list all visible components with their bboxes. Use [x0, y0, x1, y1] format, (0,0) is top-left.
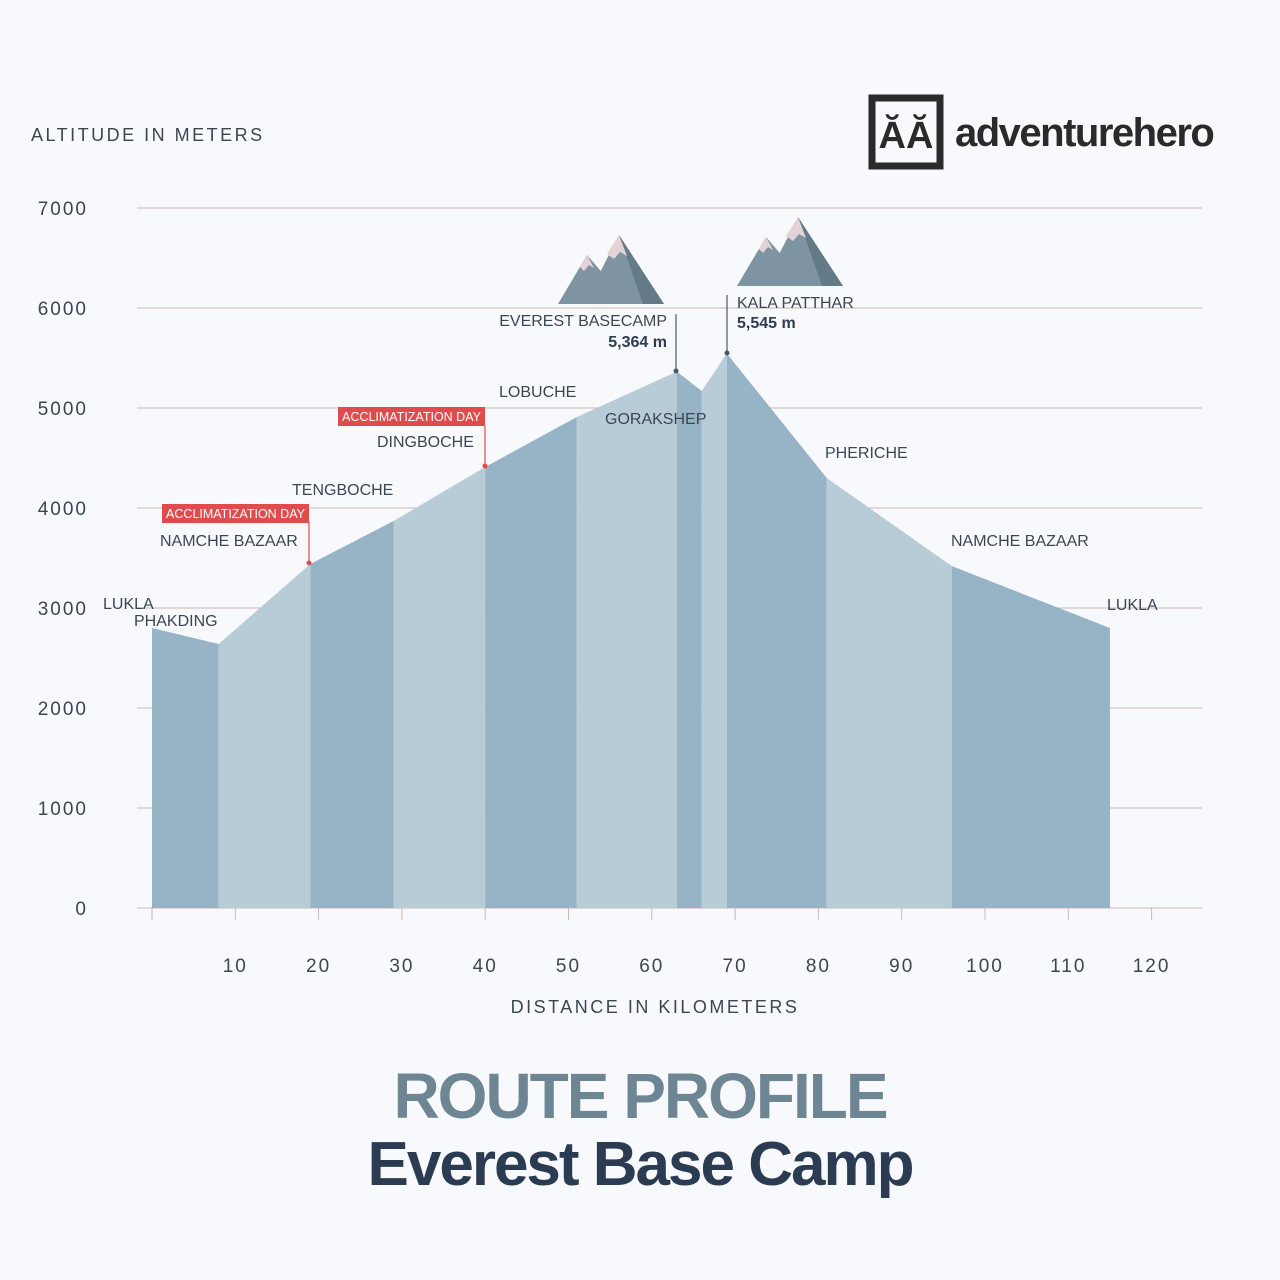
x-tick-110: 110 — [1050, 956, 1086, 977]
profile-segment-6 — [576, 371, 677, 909]
mountain-icon-basecamp-big-snow — [607, 235, 627, 259]
y-tick-0: 0 — [75, 899, 88, 920]
x-tick-20: 20 — [306, 956, 331, 977]
profile-segment-9 — [726, 353, 827, 908]
profile-segment-7 — [676, 371, 702, 909]
x-tick-90: 90 — [889, 956, 914, 977]
page-subtitle: Everest Base Camp — [367, 1130, 915, 1199]
stop-7-label: EVEREST BASECAMP — [499, 313, 667, 330]
y-axis-title: ALTITUDE IN METERS — [31, 125, 265, 145]
stop-11-label: NAMCHE BAZAAR — [951, 533, 1089, 550]
profile-segment-2 — [218, 564, 311, 908]
mountain-icon-basecamp-big-shadow — [619, 235, 664, 304]
y-tick-labels: 0 1000 2000 3000 4000 5000 6000 7000 — [38, 199, 88, 920]
profile-segment-10 — [826, 478, 952, 908]
profile-segment-8 — [701, 353, 727, 908]
peak-icons — [558, 217, 843, 304]
x-tick-100: 100 — [966, 956, 1004, 977]
profile-segment-3 — [310, 521, 394, 908]
stop-5-marker — [482, 463, 488, 469]
y-tick-4000: 4000 — [38, 499, 88, 520]
profile-segment-4 — [393, 467, 486, 908]
x-tick-70: 70 — [723, 956, 748, 977]
stop-9-value: 5,545 m — [737, 315, 796, 332]
x-tick-50: 50 — [556, 956, 581, 977]
x-tick-80: 80 — [806, 956, 831, 977]
stop-5-badge-text: ACCLIMATIZATION DAY — [342, 410, 482, 424]
y-tick-3000: 3000 — [38, 599, 88, 620]
profile-segment-11 — [951, 566, 1110, 908]
stop-7-marker — [673, 368, 679, 374]
stop-4-label: TENGBOCHE — [292, 482, 393, 499]
logo-box — [868, 94, 944, 170]
stop-1-label: LUKLA — [103, 596, 154, 613]
x-tick-10: 10 — [223, 956, 248, 977]
mountain-icon-kala-patthar-small-snow — [759, 237, 773, 253]
stop-5-badge — [338, 407, 485, 426]
y-tick-6000: 6000 — [38, 299, 88, 320]
label-leaders — [306, 295, 730, 566]
x-tick-labels: 10 20 30 40 50 60 70 80 90 100 110 120 — [223, 956, 1171, 977]
stop-9-marker — [724, 350, 730, 356]
x-tick-30: 30 — [389, 956, 414, 977]
brand-logo: ĂĂ adventurehero — [868, 94, 1215, 170]
mountain-icon-kala-patthar — [737, 217, 843, 286]
stop-5-label: DINGBOCHE — [377, 434, 474, 451]
stop-9-label: KALA PATTHAR — [737, 295, 854, 312]
y-tick-7000: 7000 — [38, 199, 88, 220]
mountain-icon-basecamp-small-snow — [580, 255, 594, 271]
stop-10-label: PHERICHE — [825, 445, 908, 462]
profile-segment-5 — [485, 417, 577, 908]
stop-3-marker — [306, 560, 312, 566]
page-title: ROUTE PROFILE — [393, 1060, 888, 1132]
stop-3-badge-text: ACCLIMATIZATION DAY — [166, 507, 306, 521]
logo-mark: ĂĂ — [879, 113, 934, 157]
stop-7-value: 5,364 m — [608, 334, 667, 351]
y-tick-1000: 1000 — [38, 799, 88, 820]
stop-6-label: LOBUCHE — [499, 384, 576, 401]
profile-segment-1 — [152, 628, 219, 908]
stop-3-label: NAMCHE BAZAAR — [160, 533, 298, 550]
stop-3-badge — [162, 504, 309, 523]
x-axis-title: DISTANCE IN KILOMETERS — [511, 997, 800, 1017]
brand-name: adventurehero — [955, 111, 1213, 155]
x-tick-40: 40 — [473, 956, 498, 977]
stop-8-label: GORAKSHEP — [605, 411, 706, 428]
stop-2-label: PHAKDING — [134, 613, 218, 630]
stop-12-label: LUKLA — [1107, 597, 1158, 614]
x-tick-60: 60 — [639, 956, 664, 977]
mountain-icon-basecamp — [558, 235, 664, 304]
mountain-icon-kala-patthar-big-snow — [786, 217, 806, 241]
mountain-icon-kala-patthar-big-shadow — [798, 217, 843, 286]
y-tick-2000: 2000 — [38, 699, 88, 720]
y-tick-5000: 5000 — [38, 399, 88, 420]
x-tick-120: 120 — [1133, 956, 1171, 977]
profile-segments — [152, 353, 1110, 909]
